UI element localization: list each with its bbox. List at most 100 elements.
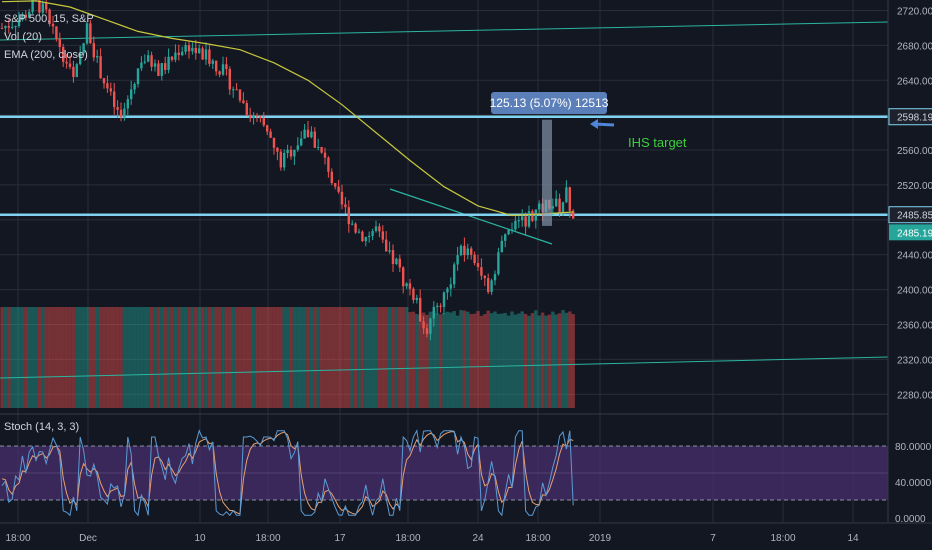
grid bbox=[0, 0, 888, 522]
time-tick-label: 18:00 bbox=[770, 533, 795, 544]
upper-trend-line bbox=[0, 21, 889, 41]
candle-body bbox=[500, 240, 503, 253]
volume-bar bbox=[384, 307, 388, 408]
candle-body bbox=[215, 60, 218, 72]
candle-body bbox=[272, 137, 276, 148]
candle-body bbox=[351, 223, 354, 225]
volume-bar bbox=[78, 307, 82, 408]
candle-body bbox=[7, 26, 10, 28]
price-tick-label: 2560.00 bbox=[897, 146, 932, 157]
candle-body bbox=[11, 26, 14, 28]
level-price-tag bbox=[888, 206, 932, 224]
volume-bar bbox=[3, 307, 8, 408]
candle-body bbox=[170, 56, 174, 60]
volume-bar bbox=[530, 313, 535, 408]
time-tick-label: 17 bbox=[334, 533, 346, 544]
volume-bar bbox=[272, 307, 276, 408]
measure-range-bar[interactable] bbox=[542, 119, 552, 226]
candle-body bbox=[303, 129, 306, 139]
candle-body bbox=[422, 321, 425, 329]
level-price-label: 2485.85 bbox=[897, 211, 932, 222]
volume-bar bbox=[34, 307, 38, 408]
candle-body bbox=[204, 49, 208, 60]
volume-bar bbox=[197, 307, 201, 408]
candle-body bbox=[126, 99, 129, 109]
volume-bar bbox=[408, 312, 412, 408]
volume-bar bbox=[398, 307, 402, 408]
candle-body bbox=[150, 55, 153, 67]
candle-body bbox=[109, 88, 112, 92]
volume-bar bbox=[119, 307, 123, 408]
candle-body bbox=[517, 220, 520, 222]
candle-body bbox=[412, 288, 415, 300]
volume-bar bbox=[98, 307, 103, 408]
volume-bar bbox=[391, 307, 395, 408]
volume-bar bbox=[418, 314, 422, 408]
volume-bar bbox=[64, 307, 69, 408]
volume-bar bbox=[139, 307, 144, 408]
volume-bar bbox=[248, 307, 252, 408]
candle-body bbox=[385, 239, 388, 252]
candle-body bbox=[459, 245, 463, 256]
measure-label: 125.13 (5.07%) 12513 bbox=[490, 96, 609, 110]
volume-bar bbox=[483, 314, 487, 408]
stochastic-panel bbox=[0, 413, 932, 517]
price-tick-label: 2440.00 bbox=[897, 251, 932, 262]
volume-bar bbox=[527, 315, 531, 408]
candle-body bbox=[228, 68, 231, 90]
volume-bar bbox=[469, 314, 473, 408]
price-axis[interactable]: 2280.00 2320.00 2360.00 2400.00 2440.00 2520.… bbox=[887, 0, 932, 550]
stoch-k-line bbox=[1, 429, 574, 517]
volume-bar bbox=[435, 313, 439, 408]
ema-200-line bbox=[1, 0, 574, 217]
candle-body bbox=[45, 3, 48, 10]
volume-bar bbox=[520, 311, 524, 408]
candle-body bbox=[181, 51, 184, 56]
candle-body bbox=[361, 231, 364, 242]
volume-bar bbox=[554, 314, 558, 408]
measure-label-box[interactable] bbox=[491, 92, 607, 114]
time-tick-label: 18:00 bbox=[5, 533, 30, 544]
symbol-legend: S&P 500, 15, S&P bbox=[4, 13, 94, 25]
candle-body bbox=[568, 187, 571, 211]
volume-bar bbox=[37, 307, 42, 408]
volume-legend: Vol (20) bbox=[4, 31, 42, 43]
neckline bbox=[389, 188, 553, 245]
volume-bar bbox=[537, 315, 541, 408]
volume-bar bbox=[340, 307, 344, 408]
candle-body bbox=[153, 63, 157, 67]
candle-body bbox=[388, 250, 391, 252]
candle-body bbox=[289, 149, 293, 157]
volume-bar bbox=[217, 307, 222, 408]
candle-body bbox=[82, 43, 85, 54]
volume-bar bbox=[221, 307, 225, 408]
time-axis[interactable]: 18:00 Dec 10 18:00 17 18:00 24 18:00 2019 7 18:00 1… bbox=[0, 522, 932, 544]
volume-bar bbox=[7, 307, 11, 408]
volume-bar bbox=[268, 307, 273, 408]
candle-body bbox=[405, 283, 408, 287]
candle-body bbox=[354, 223, 357, 233]
volume-bar bbox=[13, 307, 18, 408]
volume-bar bbox=[285, 307, 290, 408]
horizontal-levels bbox=[0, 115, 888, 216]
volume-bar bbox=[95, 307, 99, 408]
volume-bar bbox=[534, 310, 538, 408]
candle-body bbox=[68, 63, 72, 67]
candle-body bbox=[232, 89, 235, 91]
candle-body bbox=[337, 186, 340, 192]
candle-body bbox=[160, 63, 163, 76]
volume-bar bbox=[262, 307, 266, 408]
measure-tool[interactable]: 125.13 (5.07%) 12513 bbox=[490, 92, 615, 226]
volume-bar bbox=[381, 307, 385, 408]
volume-bar bbox=[557, 313, 562, 408]
candle-body bbox=[0, 27, 4, 29]
candle-body bbox=[320, 147, 323, 153]
volume-bar bbox=[109, 307, 113, 408]
volume-bar bbox=[228, 307, 232, 408]
candle-body bbox=[381, 231, 384, 240]
candle-body bbox=[456, 255, 459, 265]
candle-body bbox=[510, 229, 514, 231]
volume-bar bbox=[75, 307, 79, 408]
candle-body bbox=[419, 297, 422, 322]
